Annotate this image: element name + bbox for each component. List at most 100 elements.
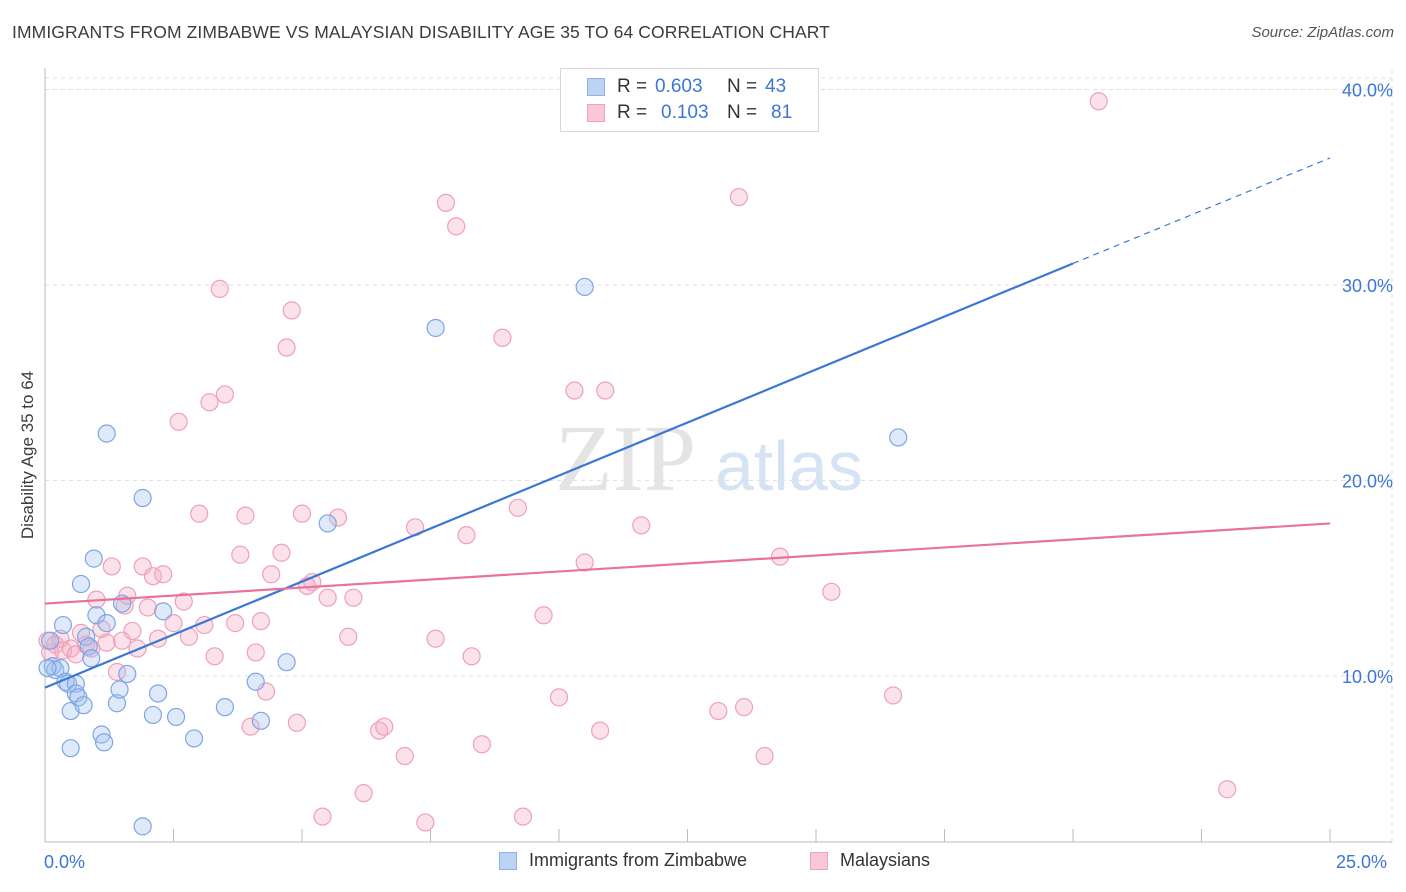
malaysians-point bbox=[549, 688, 569, 707]
zimbabwe-point bbox=[51, 658, 70, 678]
malaysians-point bbox=[154, 565, 173, 584]
zimbabwe-point bbox=[61, 739, 80, 758]
malaysians-point bbox=[246, 643, 265, 662]
zimbabwe-point bbox=[84, 549, 103, 568]
zimbabwe-point bbox=[97, 614, 116, 633]
series-legend: Immigrants from Zimbabwe Malaysians bbox=[0, 850, 1406, 878]
malaysians-point bbox=[447, 217, 466, 236]
zimbabwe-point bbox=[41, 631, 60, 650]
malaysians-point bbox=[205, 647, 224, 666]
legend-row-malaysians: R = 0.103 N = 81 bbox=[561, 100, 792, 126]
zimbabwe-point bbox=[246, 672, 265, 691]
y-axis-label: Disability Age 35 to 64 bbox=[18, 370, 37, 540]
zimbabwe-point bbox=[889, 428, 908, 447]
malaysians-point bbox=[169, 412, 188, 431]
zimbabwe-point bbox=[53, 615, 73, 635]
malaysians-point bbox=[883, 686, 903, 705]
malaysians-point bbox=[164, 614, 183, 633]
malaysians-point bbox=[262, 565, 281, 584]
zimbabwe-point bbox=[110, 680, 129, 699]
zimbabwe-point bbox=[148, 684, 168, 703]
malaysians-point bbox=[375, 717, 394, 736]
zimbabwe-points bbox=[38, 277, 908, 836]
zimbabwe-point bbox=[251, 711, 270, 730]
watermark-zip: ZIP bbox=[555, 407, 696, 511]
malaysians-point bbox=[534, 606, 553, 625]
legend-item-malaysians: Malaysians bbox=[810, 850, 930, 871]
grid-lines bbox=[45, 70, 1393, 842]
malaysians-point bbox=[457, 526, 476, 545]
malaysians-point bbox=[596, 381, 615, 400]
malaysians-point bbox=[282, 301, 301, 320]
malaysians-point bbox=[210, 279, 229, 298]
malaysians-point bbox=[92, 619, 111, 639]
malaysians-point bbox=[416, 813, 435, 832]
legend-swatch-zimbabwe bbox=[499, 851, 517, 870]
malaysians-point bbox=[231, 545, 250, 564]
legend-r-label: R = bbox=[617, 102, 648, 123]
malaysians-point bbox=[822, 582, 841, 601]
legend-swatch-malaysians bbox=[810, 851, 828, 870]
legend-n-label: N = bbox=[727, 76, 758, 97]
malaysians-point bbox=[575, 553, 594, 572]
legend-swatch-pink bbox=[587, 104, 605, 122]
malaysians-point bbox=[292, 504, 312, 523]
zimbabwe-point bbox=[133, 817, 152, 836]
y-tick-labels: 10.0% 20.0% 30.0% 40.0% bbox=[1342, 81, 1393, 687]
y-tick-label: 10.0% bbox=[1342, 667, 1393, 687]
y-tick-label: 40.0% bbox=[1342, 81, 1393, 101]
malaysians-point bbox=[190, 504, 209, 523]
malaysians-point bbox=[97, 633, 116, 652]
zimbabwe-point bbox=[184, 729, 204, 748]
zimbabwe-trendline-extension bbox=[1072, 157, 1331, 265]
zimbabwe-point bbox=[154, 602, 173, 621]
watermark-atlas: atlas bbox=[715, 427, 863, 505]
zimbabwe-point bbox=[133, 488, 152, 508]
zimbabwe-point bbox=[426, 318, 445, 338]
malaysians-point bbox=[436, 193, 456, 213]
malaysians-point bbox=[272, 543, 291, 562]
malaysians-point bbox=[339, 627, 358, 646]
malaysians-point bbox=[462, 647, 481, 666]
zimbabwe-trendline bbox=[44, 262, 1074, 689]
malaysians-point bbox=[328, 508, 348, 527]
malaysians-point bbox=[709, 701, 728, 721]
malaysians-point bbox=[251, 612, 270, 631]
malaysians-point bbox=[472, 735, 491, 754]
malaysians-point bbox=[277, 338, 296, 357]
legend-n-value: 43 bbox=[765, 76, 787, 97]
malaysians-point bbox=[123, 621, 142, 641]
legend-swatch-blue bbox=[587, 78, 605, 96]
malaysians-point bbox=[493, 328, 512, 347]
malaysians-point bbox=[395, 746, 414, 766]
zimbabwe-point bbox=[97, 424, 116, 443]
malaysians-point bbox=[138, 598, 157, 617]
malaysians-point bbox=[591, 721, 610, 740]
malaysians-trendline bbox=[44, 522, 1331, 605]
zimbabwe-point bbox=[575, 277, 594, 297]
y-tick-label: 20.0% bbox=[1342, 471, 1393, 491]
malaysians-point bbox=[200, 393, 219, 412]
malaysians-point bbox=[236, 506, 255, 525]
malaysians-point bbox=[508, 498, 527, 517]
zimbabwe-point bbox=[38, 658, 57, 678]
x-axis-min-label: 0.0% bbox=[44, 852, 86, 872]
malaysians-point bbox=[241, 717, 260, 736]
source-label: Source: ZipAtlas.com bbox=[1251, 24, 1394, 41]
watermark: ZIP atlas bbox=[555, 407, 863, 511]
malaysians-point bbox=[313, 807, 332, 826]
legend-r-value: 0.603 bbox=[655, 76, 703, 97]
malaysians-point bbox=[513, 807, 533, 826]
zimbabwe-point bbox=[166, 707, 186, 727]
malaysians-point bbox=[426, 629, 445, 648]
malaysians-point bbox=[344, 588, 363, 607]
zimbabwe-point bbox=[215, 698, 234, 717]
legend-label-zimbabwe: Immigrants from Zimbabwe bbox=[529, 850, 748, 870]
zimbabwe-point bbox=[79, 637, 98, 656]
zimbabwe-point bbox=[118, 664, 137, 684]
zimbabwe-point bbox=[318, 514, 337, 533]
zimbabwe-point bbox=[95, 733, 114, 752]
malaysians-point bbox=[226, 614, 245, 633]
zimbabwe-point bbox=[74, 696, 93, 715]
